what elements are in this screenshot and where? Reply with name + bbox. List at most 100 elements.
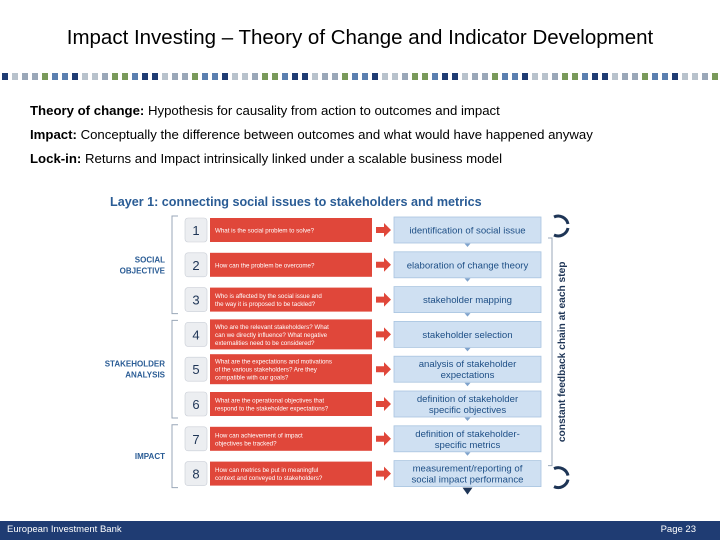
question-text: What are the expectations and motivation… bbox=[215, 359, 332, 366]
step-number-box bbox=[184, 322, 208, 347]
divider-tick bbox=[272, 73, 278, 80]
step-arrow bbox=[376, 466, 391, 481]
diagram-heading: Layer 1: connecting social issues to sta… bbox=[110, 195, 482, 209]
divider-tick bbox=[622, 73, 628, 80]
question-text: compatible with our goals? bbox=[215, 375, 289, 382]
divider-tick bbox=[202, 73, 208, 80]
step-number: 6 bbox=[192, 397, 199, 412]
divider-tick bbox=[112, 73, 118, 80]
question-text: Who are the relevant stakeholders? What bbox=[215, 324, 329, 331]
flow-connector bbox=[464, 347, 471, 352]
divider-tick bbox=[642, 73, 648, 80]
step-number-box bbox=[184, 461, 208, 486]
theory-of-change-diagram: Layer 1: connecting social issues to sta… bbox=[105, 195, 570, 495]
divider-tick bbox=[482, 73, 488, 80]
question-text: respond to the stakeholder expectations? bbox=[215, 406, 329, 413]
divider-tick bbox=[562, 73, 568, 80]
divider-tick bbox=[42, 73, 48, 80]
result-box bbox=[393, 251, 542, 279]
result-box bbox=[393, 425, 542, 453]
result-text: specific metrics bbox=[435, 440, 501, 451]
divider-tick bbox=[572, 73, 578, 80]
bullet-lock-in: Lock-in: Returns and Impact intrinsicall… bbox=[30, 147, 710, 171]
question-text: context and conveyed to stakeholders? bbox=[215, 475, 323, 482]
divider-tick bbox=[512, 73, 518, 80]
divider-tick bbox=[602, 73, 608, 80]
divider-tick bbox=[2, 73, 8, 80]
flow-connector bbox=[464, 417, 471, 421]
step-number-box bbox=[184, 252, 208, 278]
divider-tick bbox=[102, 73, 108, 80]
result-box bbox=[393, 216, 542, 244]
divider-tick bbox=[712, 73, 718, 80]
bullet-term: Theory of change: bbox=[30, 103, 145, 118]
divider-tick bbox=[542, 73, 548, 80]
step-arrow bbox=[376, 362, 391, 377]
divider-tick bbox=[92, 73, 98, 80]
flow-connector bbox=[464, 278, 471, 282]
question-box bbox=[210, 354, 372, 385]
divider-tick bbox=[32, 73, 38, 80]
flow-connector bbox=[464, 313, 471, 317]
result-box bbox=[393, 320, 542, 348]
question-box bbox=[210, 252, 372, 277]
divider-tick bbox=[182, 73, 188, 80]
divider-tick bbox=[192, 73, 198, 80]
group-label: OBJECTIVE bbox=[120, 266, 166, 275]
divider-tick bbox=[162, 73, 168, 80]
result-text: definition of stakeholder- bbox=[415, 429, 520, 440]
divider-tick bbox=[582, 73, 588, 80]
group-bracket bbox=[171, 424, 178, 489]
step-number: 4 bbox=[192, 327, 199, 342]
divider-tick bbox=[142, 73, 148, 80]
bullet-term: Lock-in: bbox=[30, 151, 82, 166]
divider-tick bbox=[392, 73, 398, 80]
divider-tick bbox=[662, 73, 668, 80]
group-label: ANALYSIS bbox=[125, 371, 165, 380]
divider-tick bbox=[132, 73, 138, 80]
page-number: Page 23 bbox=[660, 524, 696, 535]
divider-tick bbox=[62, 73, 68, 80]
divider-tick bbox=[532, 73, 538, 80]
group-label: SOCIAL bbox=[135, 255, 165, 264]
result-text: stakeholder mapping bbox=[423, 295, 512, 306]
divider-tick bbox=[152, 73, 158, 80]
question-text: How can the problem be overcome? bbox=[215, 262, 315, 269]
bullet-text: Returns and Impact intrinsically linked … bbox=[81, 151, 503, 166]
result-text: identification of social issue bbox=[409, 226, 525, 237]
divider-tick bbox=[462, 73, 468, 80]
bullet-term: Impact: bbox=[30, 127, 77, 142]
divider-tick bbox=[682, 73, 688, 80]
flow-connector bbox=[464, 452, 471, 456]
divider-tick bbox=[72, 73, 78, 80]
divider-tick bbox=[402, 73, 408, 80]
step-arrow bbox=[376, 431, 391, 446]
divider-tick bbox=[592, 73, 598, 80]
bullet-text: Hypothesis for causality from action to … bbox=[144, 103, 500, 118]
cycle-arrow-icon bbox=[553, 227, 570, 238]
divider-tick bbox=[632, 73, 638, 80]
divider-tick bbox=[362, 73, 368, 80]
step-number-box bbox=[184, 287, 208, 312]
divider-tick bbox=[492, 73, 498, 80]
divider-tick bbox=[312, 73, 318, 80]
step-number-box bbox=[184, 356, 208, 382]
step-number: 5 bbox=[192, 362, 199, 377]
result-text: expectations bbox=[441, 370, 495, 381]
divider-tick bbox=[322, 73, 328, 80]
divider-tick bbox=[702, 73, 708, 80]
question-box bbox=[210, 319, 372, 350]
divider-tick bbox=[552, 73, 558, 80]
divider-tick bbox=[302, 73, 308, 80]
question-box bbox=[210, 461, 372, 486]
step-number: 1 bbox=[192, 223, 199, 238]
divider-tick bbox=[432, 73, 438, 80]
result-box bbox=[393, 460, 542, 488]
step-arrow bbox=[376, 223, 391, 237]
question-text: Who is affected by the social issue and bbox=[215, 293, 322, 300]
question-text: How can metrics be put in meaningful bbox=[215, 467, 318, 474]
result-text: stakeholder selection bbox=[422, 330, 512, 341]
step-number: 8 bbox=[192, 467, 199, 482]
step-arrow bbox=[376, 327, 391, 342]
result-text: measurement/reporting of bbox=[413, 464, 523, 475]
